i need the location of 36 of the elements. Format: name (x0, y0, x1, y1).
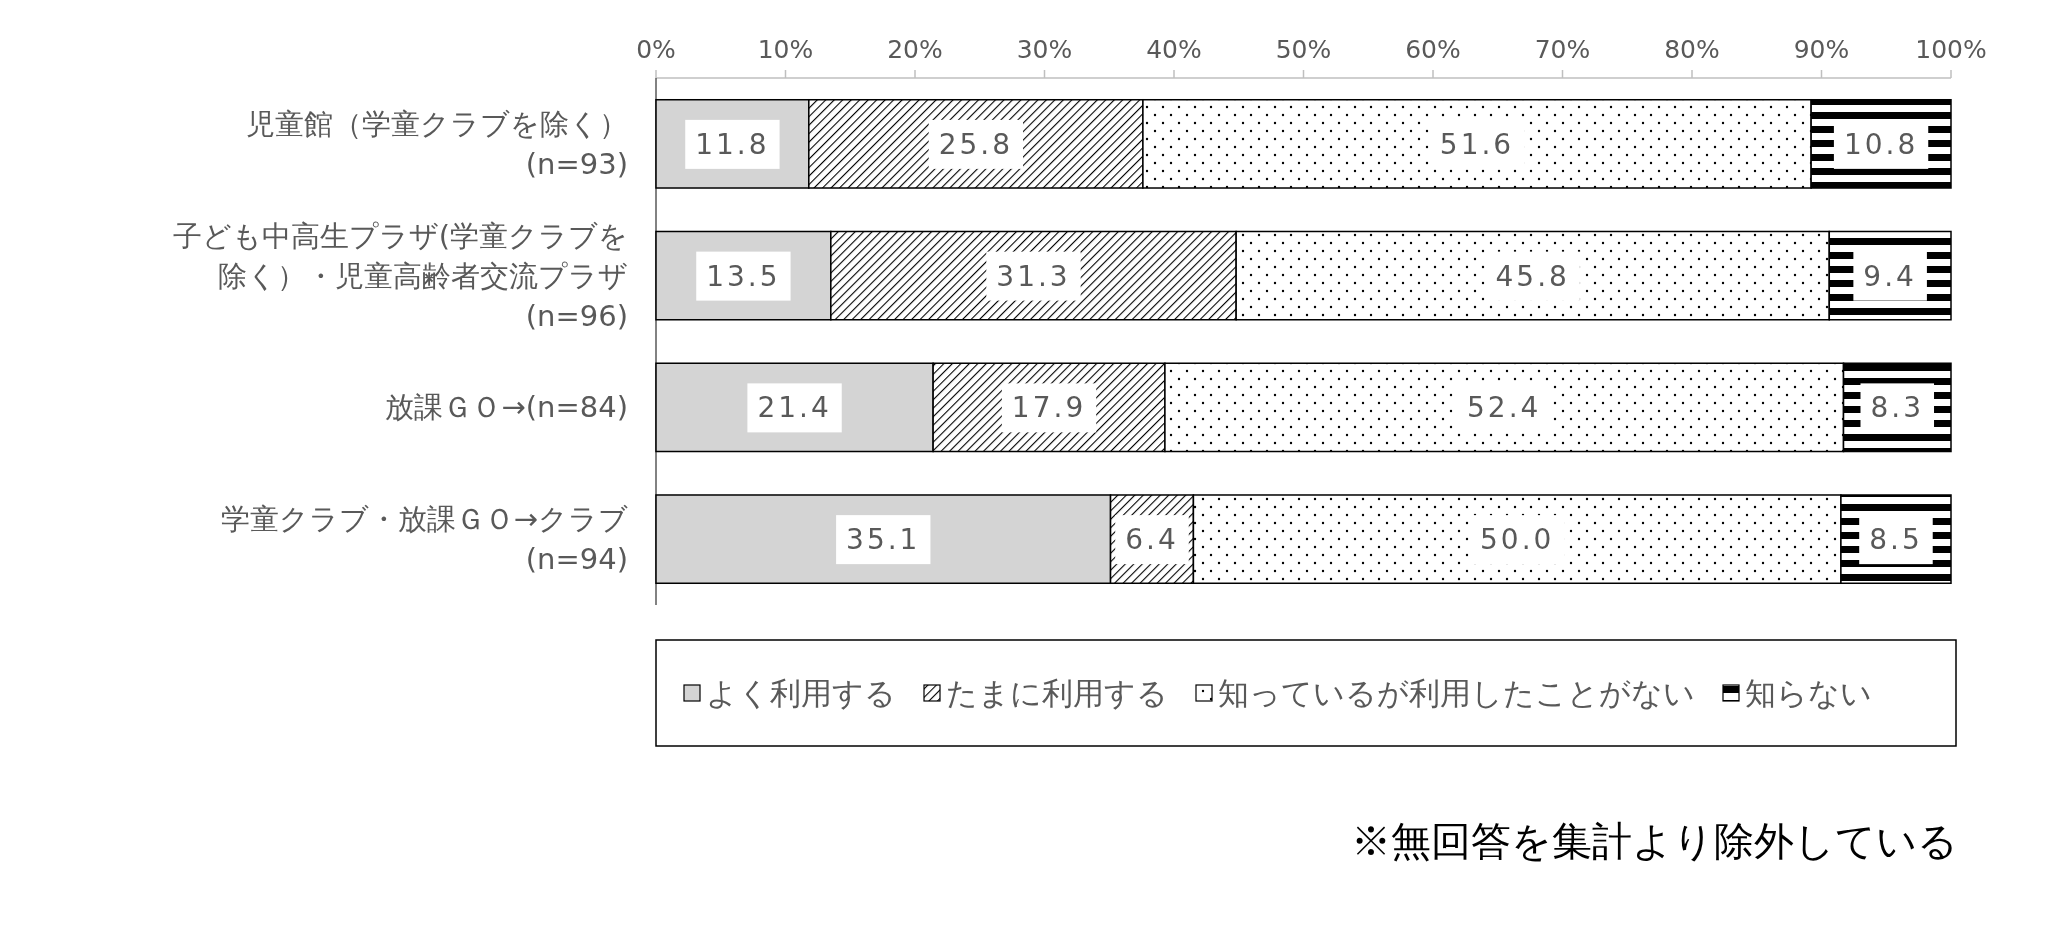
data-label: 35.1 (846, 523, 921, 557)
data-label: 8.3 (1870, 391, 1925, 425)
data-label: 8.5 (1869, 523, 1923, 557)
data-label: 11.8 (695, 127, 770, 161)
data-label: 51.6 (1439, 127, 1515, 161)
data-label: 31.3 (996, 259, 1071, 293)
x-tick-label: 80% (1664, 35, 1720, 64)
legend-label: たまに利用する (946, 675, 1168, 711)
x-tick-label: 60% (1405, 35, 1461, 64)
x-tick-label: 30% (1016, 35, 1073, 64)
y-tick-label: 放課ＧＯ→(n=84) (385, 390, 628, 425)
x-tick-label: 100% (1915, 35, 1987, 64)
y-tick-label: 児童館（学童クラブを除く） (n=93) (246, 106, 628, 181)
x-tick-label: 90% (1793, 35, 1850, 64)
legend-label: 知っているが利用したことがない (1218, 675, 1695, 711)
text: ※無回答を集計より除外している (1351, 818, 1958, 864)
legend-label: よく利用する (706, 675, 896, 711)
x-tick-label: 40% (1146, 35, 1202, 64)
x-tick-label: 20% (887, 35, 943, 64)
y-tick-label: 学童クラブ・放課ＧＯ→クラブ (n=94) (220, 502, 628, 577)
data-label: 21.4 (757, 391, 832, 425)
data-label: 13.5 (706, 259, 781, 293)
x-tick-label: 0% (636, 35, 676, 64)
data-label: 50.0 (1480, 523, 1555, 557)
data-label: 10.8 (1843, 127, 1919, 161)
data-label: 6.4 (1125, 523, 1179, 557)
data-label: 17.9 (1011, 391, 1087, 425)
data-label: 25.8 (938, 127, 1014, 161)
data-label: 9.4 (1863, 259, 1917, 293)
x-tick-label: 70% (1534, 35, 1591, 64)
legend-label: 知らない (1745, 675, 1872, 711)
x-tick-label: 50% (1275, 35, 1332, 64)
x-tick-label: 10% (757, 35, 814, 64)
y-tick-label: 子ども中高生プラザ(学童クラブを除く）・児童高齢者交流プラザ (n=96) (172, 218, 628, 333)
data-label: 45.8 (1495, 259, 1570, 293)
data-label: 52.4 (1467, 391, 1542, 425)
